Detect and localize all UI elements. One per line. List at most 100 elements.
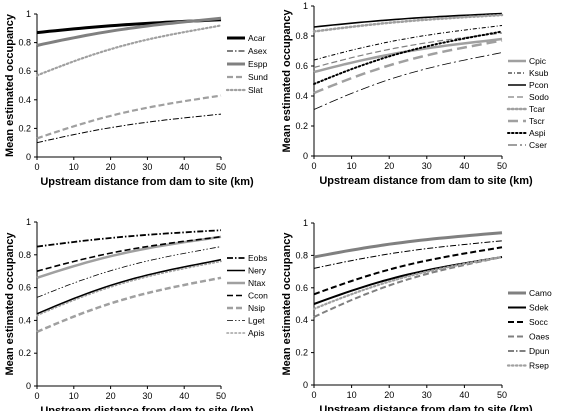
x-tick-label: 10 bbox=[347, 390, 357, 400]
series-line-cser bbox=[313, 52, 503, 110]
y-tick-label: 0.4 bbox=[18, 95, 31, 105]
legend-label-dpun: Dpun bbox=[529, 346, 550, 356]
legend-label-cpic: Cpic bbox=[529, 56, 547, 66]
legend-label-aspi: Aspi bbox=[529, 128, 546, 138]
legend-label-rsep: Rsep bbox=[529, 361, 549, 371]
series-line-tscr bbox=[313, 39, 503, 95]
series-line-oaes bbox=[313, 256, 503, 318]
legend: Acar Asex Espp Sund Slat bbox=[225, 33, 268, 95]
x-tick-label: 40 bbox=[179, 391, 189, 401]
x-tick-label: 20 bbox=[106, 162, 116, 172]
legend-label-cser: Cser bbox=[529, 140, 547, 150]
series-line-slat bbox=[35, 24, 223, 77]
y-tick-label: 0 bbox=[303, 380, 308, 390]
x-tick-label: 0 bbox=[34, 391, 39, 401]
legend-label-slat: Slat bbox=[248, 85, 263, 95]
y-tick-label: 0.8 bbox=[295, 31, 308, 41]
x-tick-label: 0 bbox=[311, 161, 316, 171]
series-line-ksub bbox=[313, 25, 503, 61]
y-tick-label: 0.4 bbox=[295, 315, 308, 325]
series-line-apis bbox=[36, 260, 222, 317]
y-tick-label: 0.6 bbox=[295, 61, 308, 71]
series-line-pcon bbox=[313, 12, 503, 28]
legend-label-apis: Apis bbox=[248, 328, 265, 338]
series-line-espp bbox=[36, 16, 222, 47]
y-tick-label: 0.4 bbox=[18, 315, 31, 325]
legend-label-sodo: Sodo bbox=[529, 92, 549, 102]
x-axis-title: Upstream distance from dam to site (km) bbox=[319, 175, 533, 187]
x-tick-label: 20 bbox=[384, 390, 394, 400]
x-tick-label: 30 bbox=[142, 162, 152, 172]
legend-label-ccon: Ccon bbox=[248, 291, 268, 301]
y-axis-title: Mean estimated occupancy bbox=[4, 232, 16, 376]
series-line-sdek bbox=[313, 256, 503, 305]
y-tick-label: 1 bbox=[26, 217, 31, 227]
x-tick-label: 0 bbox=[311, 390, 316, 400]
legend: Cpic Ksub Pcon Sodo Tcar Tscr Aspi Cser bbox=[506, 56, 549, 150]
y-axis-title: Mean estimated occupancy bbox=[4, 13, 16, 157]
y-tick-label: 0.8 bbox=[295, 250, 308, 260]
x-tick-label: 50 bbox=[497, 390, 507, 400]
y-tick-label: 0 bbox=[303, 151, 308, 161]
legend-label-socc: Socc bbox=[529, 317, 549, 327]
y-tick-label: 0.2 bbox=[18, 348, 31, 358]
series-line-socc bbox=[313, 246, 503, 296]
legend-label-ntax: Ntax bbox=[248, 278, 266, 288]
series-line-asex bbox=[36, 113, 222, 144]
series-line-camo bbox=[313, 231, 503, 259]
legend-label-tscr: Tscr bbox=[529, 116, 545, 126]
y-tick-label: 0.8 bbox=[18, 38, 31, 48]
y-tick-label: 0 bbox=[26, 152, 31, 162]
x-tick-label: 10 bbox=[69, 391, 79, 401]
legend-label-sund: Sund bbox=[248, 72, 268, 82]
y-axis-title: Mean estimated occupancy bbox=[281, 9, 293, 153]
series-line-nsip bbox=[36, 276, 222, 334]
series-line-aspi bbox=[313, 30, 503, 85]
y-tick-label: 0.2 bbox=[295, 121, 308, 131]
legend-label-camo: Camo bbox=[529, 288, 552, 298]
x-tick-label: 30 bbox=[422, 390, 432, 400]
series-line-rsep bbox=[312, 255, 504, 310]
legend-label-tcar: Tcar bbox=[529, 104, 545, 114]
legend-label-espp: Espp bbox=[248, 59, 268, 69]
y-tick-label: 1 bbox=[26, 9, 31, 19]
x-tick-label: 40 bbox=[179, 162, 189, 172]
legend-label-lget: Lget bbox=[248, 316, 265, 326]
x-tick-label: 40 bbox=[459, 390, 469, 400]
x-tick-label: 20 bbox=[106, 391, 116, 401]
legend-label-ksub: Ksub bbox=[529, 68, 549, 78]
x-tick-label: 20 bbox=[384, 161, 394, 171]
legend-label-nsip: Nsip bbox=[248, 303, 265, 313]
legend-label-asex: Asex bbox=[248, 46, 268, 56]
x-tick-label: 10 bbox=[347, 161, 357, 171]
x-tick-label: 30 bbox=[422, 161, 432, 171]
x-axis-title: Upstream distance from dam to site (km) bbox=[40, 405, 254, 411]
y-tick-label: 0.6 bbox=[295, 283, 308, 293]
x-tick-label: 0 bbox=[34, 162, 39, 172]
legend-label-acar: Acar bbox=[248, 33, 266, 43]
y-tick-label: 0.6 bbox=[18, 66, 31, 76]
legend-label-nery: Nery bbox=[248, 266, 267, 276]
series-line-nery bbox=[36, 258, 222, 315]
y-tick-label: 1 bbox=[303, 218, 308, 228]
series-line-lget bbox=[36, 246, 222, 298]
y-tick-label: 0 bbox=[26, 381, 31, 391]
legend-label-oaes: Oaes bbox=[529, 332, 549, 342]
legend: Eobs Nery Ntax Ccon Nsip Lget Apis bbox=[226, 253, 268, 338]
y-tick-label: 0.8 bbox=[18, 250, 31, 260]
legend-label-sdek: Sdek bbox=[529, 303, 549, 313]
legend-label-eobs: Eobs bbox=[248, 253, 267, 263]
series-line-ccon bbox=[36, 236, 222, 272]
x-tick-label: 50 bbox=[497, 161, 507, 171]
x-tick-label: 30 bbox=[142, 391, 152, 401]
y-tick-label: 0.2 bbox=[18, 123, 31, 133]
x-tick-label: 10 bbox=[69, 162, 79, 172]
legend: Camo Sdek Socc Oaes Dpun Rsep bbox=[506, 288, 552, 371]
series-line-dpun bbox=[313, 240, 503, 269]
y-axis-title: Mean estimated occupancy bbox=[281, 232, 293, 376]
